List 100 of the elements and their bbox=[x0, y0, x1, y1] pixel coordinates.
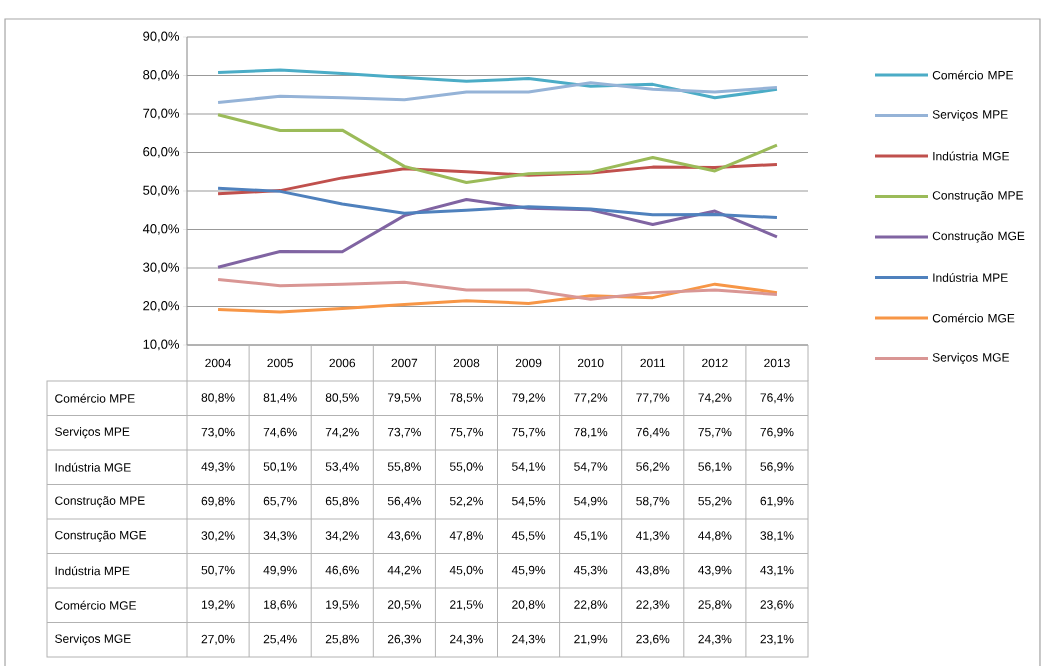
text: Construção MGE bbox=[55, 530, 147, 542]
text: Comércio MGE bbox=[55, 600, 137, 610]
data-label: 81,4% bbox=[263, 393, 297, 404]
data-label: 34,2% bbox=[325, 531, 359, 542]
data-label: 24,3% bbox=[698, 634, 732, 645]
data-label: 75,7% bbox=[450, 427, 484, 438]
data-label: 45,5% bbox=[511, 531, 546, 542]
data-label: 18,6% bbox=[264, 600, 297, 611]
data-label: 56,9% bbox=[760, 462, 794, 473]
x-tick-label: 2004 bbox=[205, 358, 232, 368]
data-label: 20,8% bbox=[512, 600, 546, 611]
legend-label: Construção MGE bbox=[932, 231, 1025, 243]
data-label: 69,8% bbox=[201, 496, 235, 507]
data-label: 53,4% bbox=[325, 462, 359, 473]
y-tick-label: 10,0% bbox=[143, 339, 180, 351]
data-label: 19,2% bbox=[201, 600, 235, 611]
y-tick-label: 60,0% bbox=[143, 147, 180, 158]
data-label: 54,9% bbox=[574, 496, 608, 507]
data-label: 26,3% bbox=[387, 634, 421, 645]
data-label: 25,8% bbox=[325, 634, 359, 645]
data-label: 76,4% bbox=[760, 393, 794, 404]
legend-label: Serviços MPE bbox=[932, 109, 1008, 122]
x-tick-label: 2009 bbox=[515, 358, 542, 368]
y-tick-label: 30,0% bbox=[143, 262, 180, 274]
data-label: 65,8% bbox=[325, 496, 359, 507]
data-label: 45,0% bbox=[449, 565, 484, 576]
legend-label: Indústria MPE bbox=[933, 273, 1008, 282]
data-label: 30,2% bbox=[201, 531, 235, 542]
data-label: 24,3% bbox=[450, 634, 484, 645]
data-label: 49,9% bbox=[263, 565, 297, 576]
data-label: 41,3% bbox=[636, 531, 670, 542]
x-tick-label: 2007 bbox=[391, 358, 418, 368]
text: Serviços MGE bbox=[55, 634, 131, 646]
data-label: 45,1% bbox=[573, 531, 608, 542]
x-tick-label: 2013 bbox=[764, 358, 790, 368]
y-tick-label: 40,0% bbox=[142, 224, 180, 235]
data-label: 78,5% bbox=[450, 393, 484, 404]
y-tick-label: 80,0% bbox=[143, 70, 180, 81]
legend-label: Serviços MGE bbox=[932, 352, 1010, 365]
data-label: 56,2% bbox=[636, 462, 670, 473]
legend-label: Comércio MPE bbox=[932, 70, 1014, 80]
data-label: 73,7% bbox=[387, 427, 421, 438]
data-label: 54,7% bbox=[574, 462, 608, 473]
text: Comércio MPE bbox=[55, 393, 135, 403]
text: Indústria MGE bbox=[55, 462, 131, 472]
x-tick-label: 2012 bbox=[702, 358, 728, 368]
data-label: 45,9% bbox=[511, 565, 546, 576]
data-label: 24,3% bbox=[512, 634, 546, 645]
data-label: 44,8% bbox=[698, 531, 732, 542]
data-label: 38,1% bbox=[760, 531, 794, 542]
data-label: 43,8% bbox=[636, 565, 670, 576]
data-label: 74,2% bbox=[698, 393, 732, 404]
data-label: 77,2% bbox=[574, 393, 608, 404]
data-label: 52,2% bbox=[449, 496, 484, 507]
data-label: 77,7% bbox=[636, 393, 670, 404]
line-series bbox=[216, 113, 779, 185]
data-label: 73,0% bbox=[201, 427, 235, 438]
data-label: 45,3% bbox=[573, 565, 608, 576]
legend-label: Indústria MGE bbox=[933, 151, 1010, 161]
line-series bbox=[216, 186, 779, 220]
data-label: 55,2% bbox=[698, 496, 732, 507]
text: Indústria MPE bbox=[55, 566, 130, 576]
data-label: 58,7% bbox=[636, 496, 670, 507]
data-label: 79,5% bbox=[387, 393, 421, 404]
data-label: 23,1% bbox=[760, 634, 794, 645]
data-label: 56,4% bbox=[387, 496, 421, 507]
data-label: 80,8% bbox=[201, 393, 235, 404]
y-tick-label: 90,0% bbox=[143, 31, 180, 43]
data-label: 43,9% bbox=[698, 565, 732, 576]
data-label: 55,8% bbox=[387, 462, 421, 473]
data-label: 47,8% bbox=[449, 531, 484, 542]
data-label: 25,8% bbox=[698, 600, 732, 611]
data-label: 22,8% bbox=[574, 600, 608, 611]
data-label: 34,3% bbox=[263, 531, 297, 542]
y-tick-label: 20,0% bbox=[143, 301, 180, 312]
line-series bbox=[216, 81, 779, 104]
legend-label: Comércio MGE bbox=[932, 313, 1015, 323]
data-label: 25,4% bbox=[263, 634, 297, 645]
data-label: 43,1% bbox=[760, 565, 794, 576]
data-label: 49,3% bbox=[201, 462, 235, 473]
data-label: 74,2% bbox=[325, 427, 359, 438]
line-series bbox=[216, 278, 779, 301]
data-label: 21,9% bbox=[574, 634, 608, 645]
text: Serviços MPE bbox=[55, 427, 130, 439]
data-label: 79,2% bbox=[512, 393, 546, 404]
data-label: 65,7% bbox=[263, 496, 297, 507]
data-label: 46,6% bbox=[325, 565, 359, 576]
data-label: 56,1% bbox=[698, 462, 732, 473]
x-tick-label: 2010 bbox=[577, 358, 604, 368]
data-label: 50,1% bbox=[263, 462, 297, 473]
data-label: 43,6% bbox=[387, 531, 421, 542]
data-label: 74,6% bbox=[263, 427, 297, 438]
data-label: 55,0% bbox=[449, 462, 484, 473]
x-tick-label: 2005 bbox=[267, 358, 293, 368]
data-label: 78,1% bbox=[574, 427, 608, 438]
data-label: 22,3% bbox=[636, 600, 670, 611]
data-label: 21,5% bbox=[450, 600, 484, 611]
data-label: 44,2% bbox=[387, 565, 421, 576]
data-label: 80,5% bbox=[325, 393, 359, 404]
x-tick-label: 2008 bbox=[453, 358, 480, 368]
